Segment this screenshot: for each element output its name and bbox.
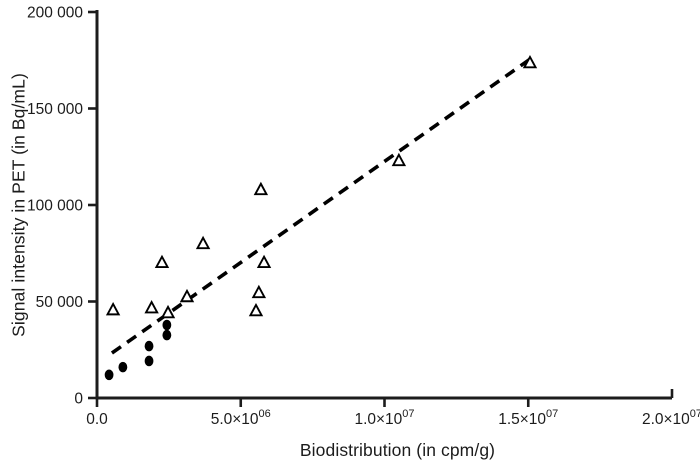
data-point-triangle bbox=[144, 300, 159, 314]
data-point-triangle bbox=[391, 152, 407, 167]
x-tick-label: 5.0×1006 bbox=[211, 408, 271, 428]
trend-line bbox=[110, 55, 535, 355]
data-point-triangle bbox=[195, 235, 211, 250]
y-tick-label: 50 000 bbox=[36, 294, 84, 311]
data-point-triangle bbox=[105, 301, 121, 316]
data-point-circle bbox=[118, 361, 128, 373]
x-tick-label: 0.0 bbox=[86, 411, 108, 428]
x-tick-label: 1.5×1007 bbox=[498, 408, 558, 428]
x-axis-title: Biodistribution (in cpm/g) bbox=[299, 440, 496, 460]
data-point-triangle bbox=[256, 254, 272, 269]
data-point-triangle bbox=[248, 302, 264, 317]
data-point-circle bbox=[162, 319, 172, 331]
y-tick-label: 0 bbox=[74, 391, 83, 408]
data-point-triangle bbox=[522, 54, 538, 69]
data-point-triangle bbox=[160, 304, 176, 319]
y-axis-title: Signal intensity in PET (in Bq/mL) bbox=[8, 73, 29, 337]
x-tick-label: 1.0×1007 bbox=[354, 408, 414, 428]
data-point-circle bbox=[144, 340, 154, 352]
data-point-circle bbox=[104, 369, 114, 381]
data-point-triangle bbox=[179, 288, 195, 303]
y-tick-label: 100 000 bbox=[27, 198, 83, 215]
data-point-circle bbox=[144, 355, 154, 367]
y-tick-label: 150 000 bbox=[27, 101, 83, 118]
x-tick-label: 2.0×1007 bbox=[642, 408, 700, 428]
y-tick-label: 200 000 bbox=[27, 5, 83, 22]
data-point-triangle bbox=[253, 181, 269, 196]
data-point-circle bbox=[162, 329, 172, 341]
data-point-triangle bbox=[251, 284, 267, 299]
data-point-triangle bbox=[154, 254, 170, 269]
